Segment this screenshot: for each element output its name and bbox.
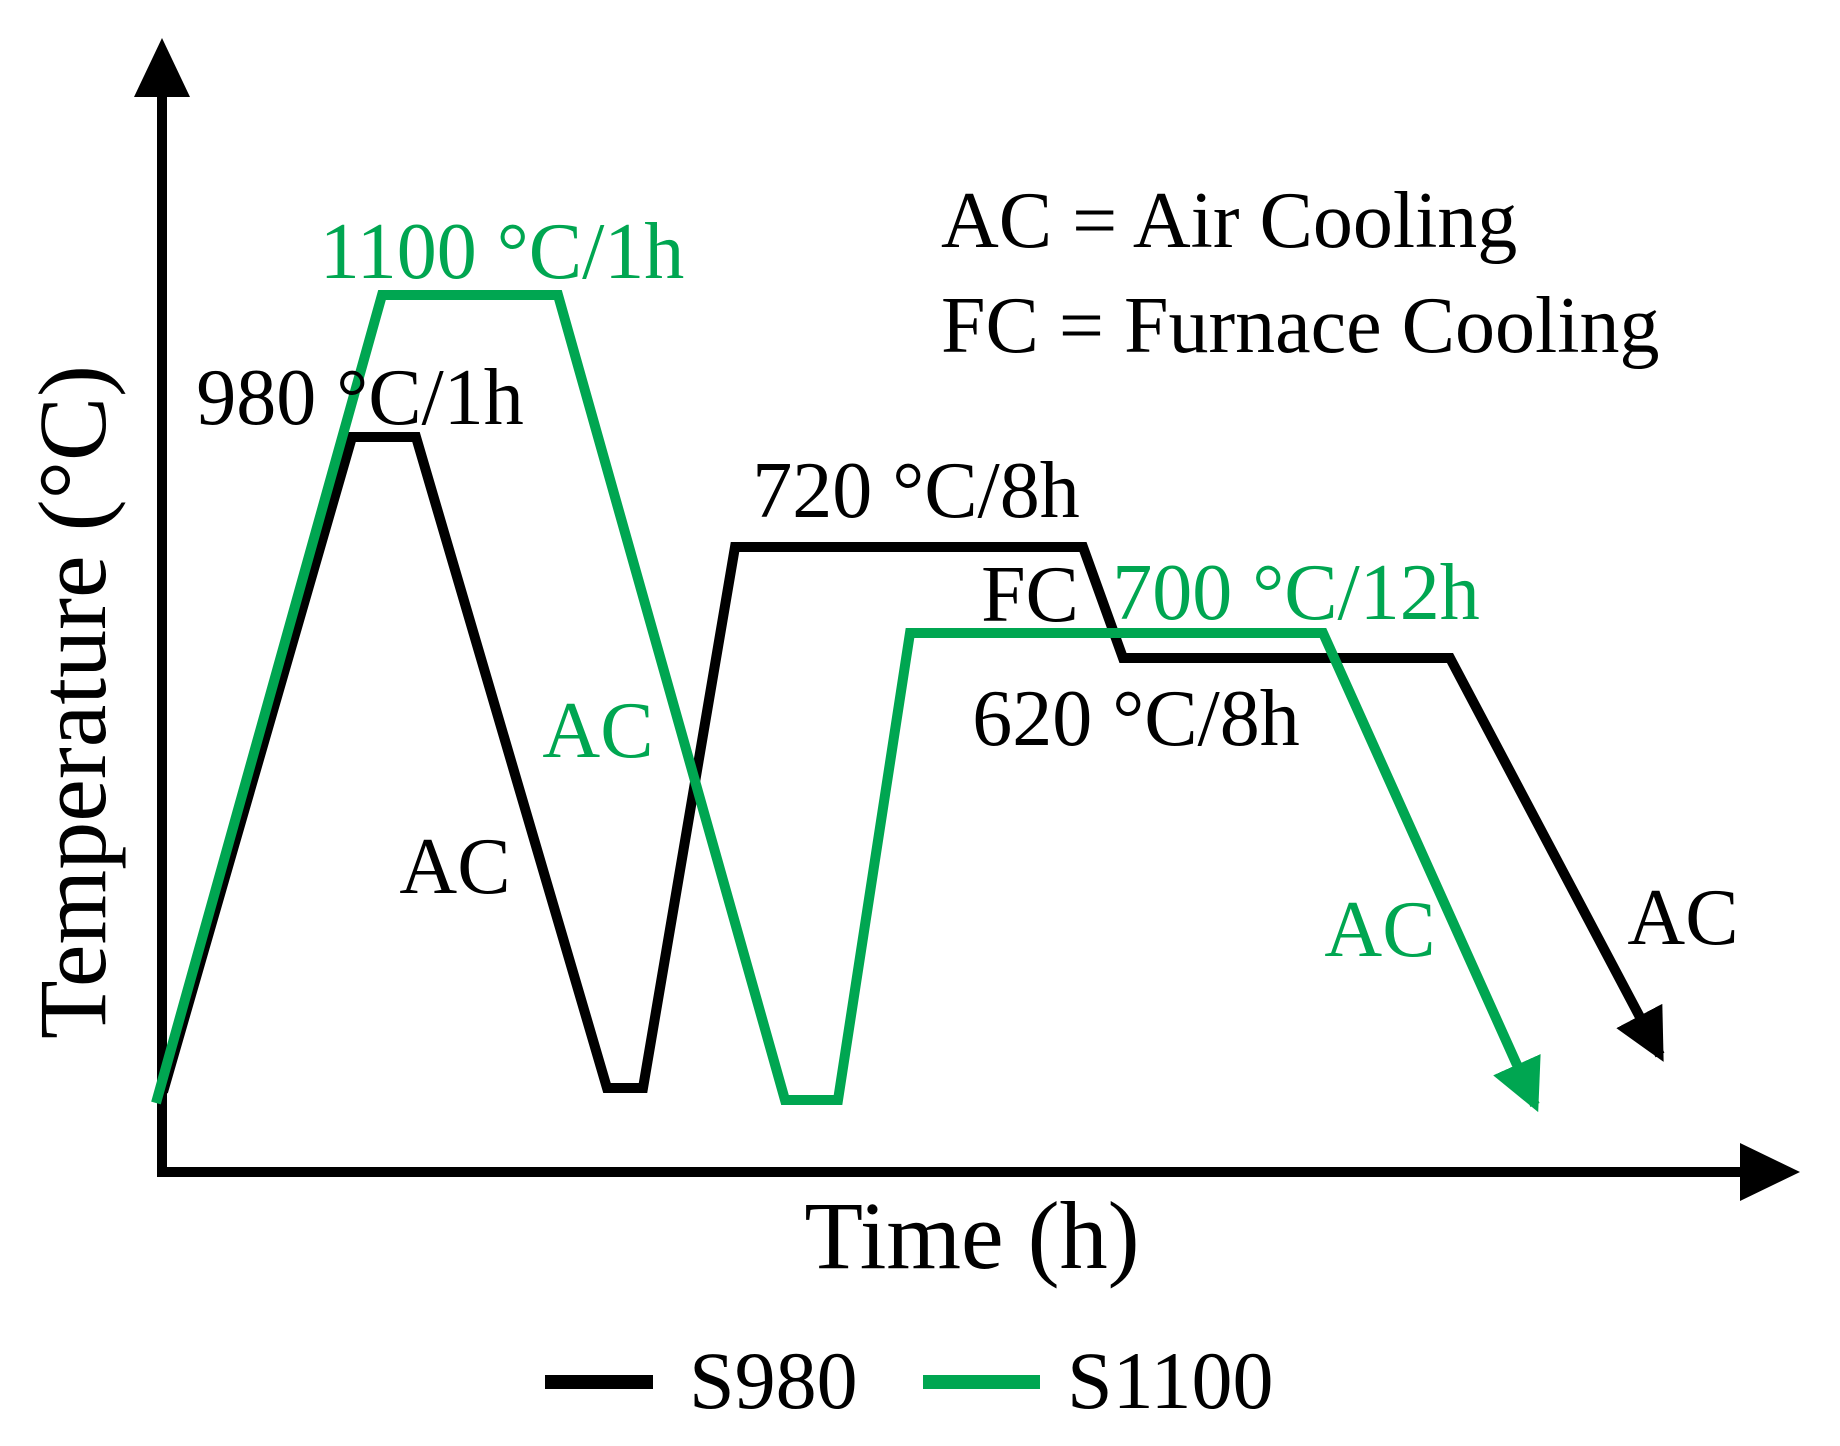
annotation-0-label: 1100 °C/1h [320,208,685,296]
annotation-11-label: AC [1627,874,1738,962]
x-axis-title: Time (h) [804,1182,1139,1289]
legend-label-S980: S980 [689,1335,858,1426]
annotation-6-label: 700 °C/12h [1112,549,1480,637]
annotation-10-label: AC [1324,886,1435,974]
series-line-S1100 [151,290,1541,1113]
annotation-9-label: AC [542,687,653,775]
legend: S980 S1100 [545,1335,1274,1426]
legend-item-S1100: S1100 [923,1335,1274,1426]
series-line-S980 [158,432,1665,1094]
annotation-layer: 1100 °C/1h 980 °C/1h AC = Air Cooling FC = … [196,177,1738,974]
annotation-1-label: 980 °C/1h [196,354,524,442]
legend-item-S980: S980 [545,1335,858,1426]
annotation-4-label: 720 °C/8h [752,447,1080,535]
annotation-8-label: AC [399,823,510,911]
legend-label-S1100: S1100 [1067,1335,1274,1426]
series-layer [151,290,1665,1113]
y-axis-title: Temperature (°C) [19,365,126,1039]
axes [134,38,1800,1201]
annotation-7-label: 620 °C/8h [972,675,1300,763]
y-axis-arrow-icon [134,38,190,97]
annotation-5-label: FC [981,551,1079,639]
annotation-2-label: AC = Air Cooling [941,177,1517,265]
annotation-3-label: FC = Furnace Cooling [941,282,1659,370]
x-axis-arrow-icon [1740,1143,1800,1201]
